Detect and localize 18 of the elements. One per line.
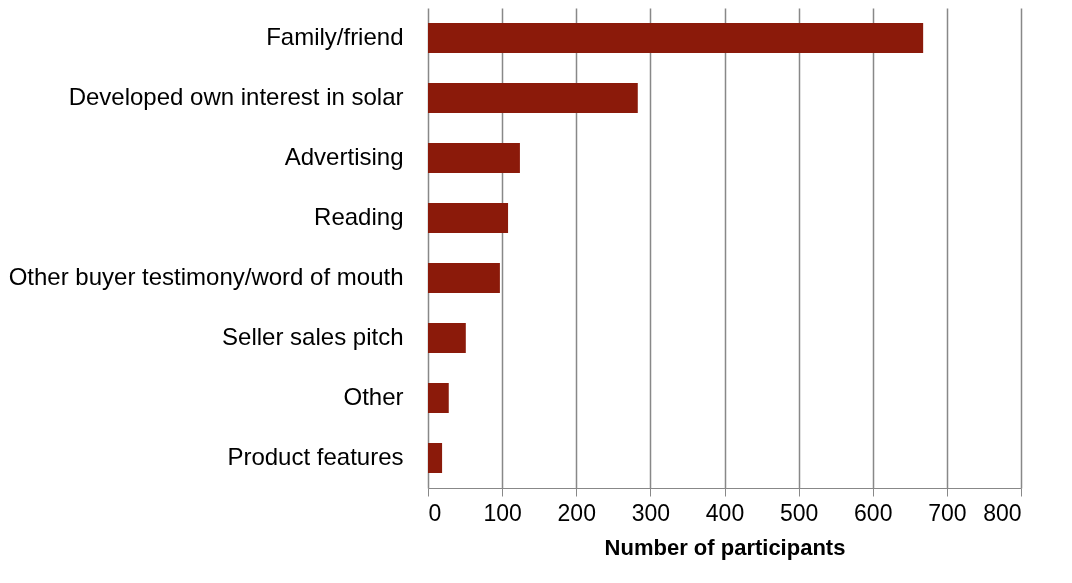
x-tick-label: 400 <box>705 499 745 526</box>
y-tick-label: Family/friend <box>266 23 404 50</box>
y-tick-label: Product features <box>227 443 404 470</box>
y-tick-label: Other buyer testimony/word of mouth <box>8 263 404 290</box>
x-tick-label: 100 <box>483 499 522 526</box>
x-tick-label: 800 <box>983 499 1022 526</box>
x-axis-title: Number of participants <box>604 534 846 560</box>
y-tick-label: Developed own interest in solar <box>68 83 404 110</box>
x-tick-label: 200 <box>557 499 596 526</box>
y-tick-label: Other <box>343 383 404 410</box>
y-tick-label: Reading <box>314 203 404 230</box>
x-tick-label: 300 <box>631 499 671 526</box>
y-tick-label: Seller sales pitch <box>222 323 404 350</box>
x-tick-label: 700 <box>928 499 967 526</box>
x-tick-label: 0 <box>428 499 442 526</box>
y-tick-label: Advertising <box>284 143 404 170</box>
x-tick-label: 500 <box>779 499 819 526</box>
x-tick-label: 600 <box>854 499 893 526</box>
